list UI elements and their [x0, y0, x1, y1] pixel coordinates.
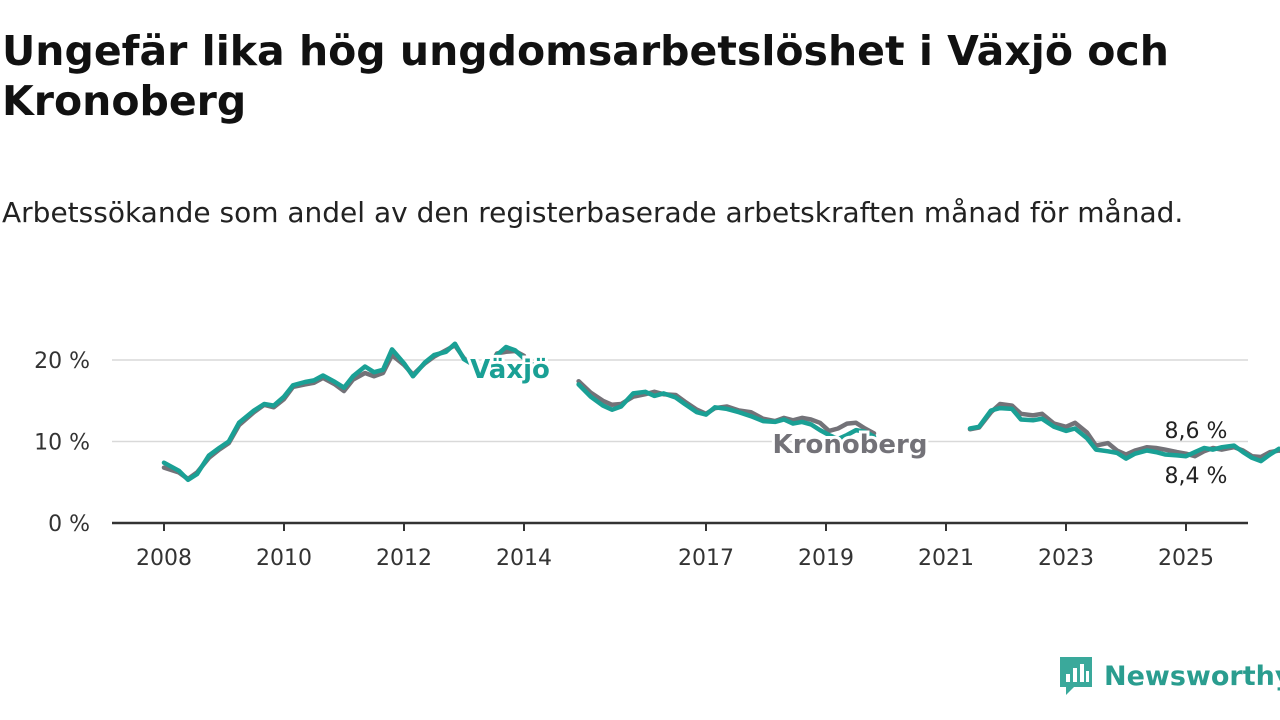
x-tick-label: 2017 — [678, 546, 734, 571]
x-tick-label: 2012 — [376, 546, 432, 571]
x-tick-label: 2023 — [1038, 546, 1094, 571]
series-label-vaxjo: Växjö — [470, 355, 550, 385]
series-line-v-xj- — [161, 341, 536, 483]
end-label-vaxjo: 8,4 % — [1165, 464, 1228, 489]
x-tick-label: 2019 — [798, 546, 854, 571]
series-line-kronoberg — [967, 401, 1280, 460]
x-tick-label: 2021 — [918, 546, 974, 571]
chart-title: Ungefär lika hög ungdomsarbetslöshet i V… — [2, 27, 1169, 125]
series-layer — [161, 341, 1280, 483]
series-line-v-xj- — [576, 382, 877, 442]
y-tick-label: 0 % — [48, 512, 90, 537]
end-label-kronoberg: 8,6 % — [1165, 419, 1228, 444]
x-tick-label: 2014 — [496, 546, 552, 571]
grid-lines — [112, 359, 1248, 443]
x-tick-label: 2008 — [136, 546, 192, 571]
x-tick-label: 2025 — [1158, 546, 1214, 571]
labels-layer: 8,6 % 8,4 % Växjö Kronoberg — [467, 352, 1228, 489]
series-label-kronoberg: Kronoberg — [773, 430, 928, 460]
x-tick-label: 2010 — [256, 546, 312, 571]
series-line-v-xj- — [967, 405, 1280, 464]
y-tick-label: 10 % — [34, 431, 90, 456]
newsworthy-logo: Newsworthy — [1058, 654, 1280, 698]
newsworthy-logo-icon — [1060, 657, 1092, 695]
line-chart: 0 % 10 % 20 % 2008 2010 2012 2014 2017 2019 2021 2… — [34, 341, 1280, 571]
axes: 0 % 10 % 20 % 2008 2010 2012 2014 2017 2019 2021 2… — [34, 349, 1248, 571]
chart-subtitle: Arbetssökande som andel av den registerb… — [2, 196, 1184, 229]
y-tick-label: 20 % — [34, 349, 90, 374]
newsworthy-logo-text: Newsworthy — [1104, 660, 1280, 692]
